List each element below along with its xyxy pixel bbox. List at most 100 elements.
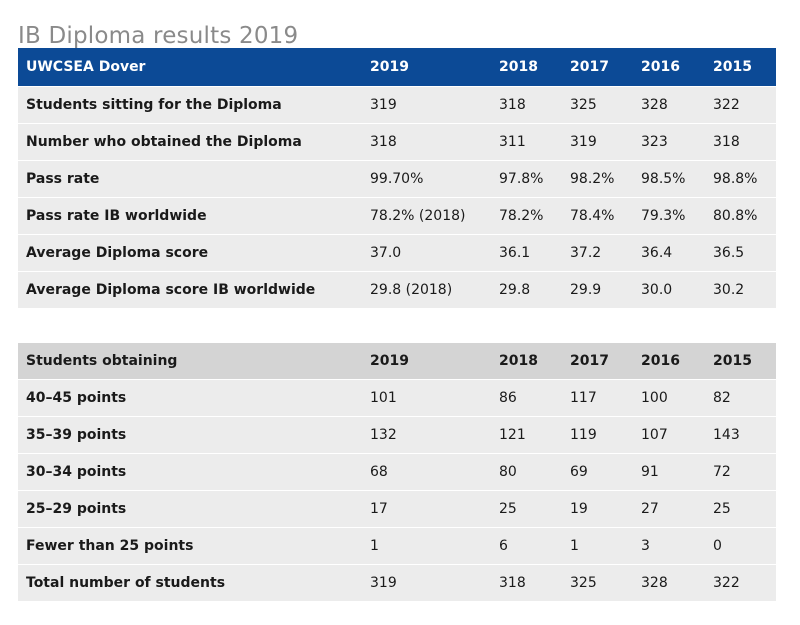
page-title: IB Diploma results 2019 bbox=[18, 23, 299, 50]
table-cell: 25 bbox=[491, 491, 562, 528]
table-cell: 322 bbox=[705, 87, 776, 124]
table-cell: 318 bbox=[705, 124, 776, 161]
table-row: Fewer than 25 points 1 6 1 3 0 bbox=[18, 528, 776, 565]
row-label: Students sitting for the Diploma bbox=[18, 87, 362, 124]
row-label: 25–29 points bbox=[18, 491, 362, 528]
table-cell: 30.0 bbox=[633, 272, 705, 309]
table-cell: 98.2% bbox=[562, 161, 633, 198]
row-label: 40–45 points bbox=[18, 380, 362, 417]
table-cell: 100 bbox=[633, 380, 705, 417]
table-cell: 86 bbox=[491, 380, 562, 417]
table-row: 40–45 points 101 86 117 100 82 bbox=[18, 380, 776, 417]
table-cell: 82 bbox=[705, 380, 776, 417]
table-cell: 80.8% bbox=[705, 198, 776, 235]
table-cell: 107 bbox=[633, 417, 705, 454]
row-label: 30–34 points bbox=[18, 454, 362, 491]
table-cell: 318 bbox=[491, 87, 562, 124]
header-cell: 2017 bbox=[562, 48, 633, 87]
table-cell: 311 bbox=[491, 124, 562, 161]
table-cell: 1 bbox=[362, 528, 491, 565]
table-cell: 17 bbox=[362, 491, 491, 528]
table-cell: 25 bbox=[705, 491, 776, 528]
table-cell: 117 bbox=[562, 380, 633, 417]
table-row: Pass rate 99.70% 97.8% 98.2% 98.5% 98.8% bbox=[18, 161, 776, 198]
row-label: 35–39 points bbox=[18, 417, 362, 454]
table-row: 30–34 points 68 80 69 91 72 bbox=[18, 454, 776, 491]
header-cell: 2017 bbox=[562, 343, 633, 380]
table-cell: 36.4 bbox=[633, 235, 705, 272]
table-row: 25–29 points 17 25 19 27 25 bbox=[18, 491, 776, 528]
table-cell: 29.9 bbox=[562, 272, 633, 309]
header-cell: 2019 bbox=[362, 343, 491, 380]
table-cell: 319 bbox=[362, 565, 491, 602]
table-cell: 98.8% bbox=[705, 161, 776, 198]
table-cell: 78.2% (2018) bbox=[362, 198, 491, 235]
row-label: Number who obtained the Diploma bbox=[18, 124, 362, 161]
table-header-row: Students obtaining 2019 2018 2017 2016 2… bbox=[18, 343, 776, 380]
table-cell: 318 bbox=[491, 565, 562, 602]
table-cell: 6 bbox=[491, 528, 562, 565]
table-row: Average Diploma score IB worldwide 29.8 … bbox=[18, 272, 776, 309]
table-cell: 80 bbox=[491, 454, 562, 491]
table-header-row: UWCSEA Dover 2019 2018 2017 2016 2015 bbox=[18, 48, 776, 87]
table-row: 35–39 points 132 121 119 107 143 bbox=[18, 417, 776, 454]
table-cell: 101 bbox=[362, 380, 491, 417]
table-cell: 318 bbox=[362, 124, 491, 161]
table-cell: 328 bbox=[633, 565, 705, 602]
table-row: Total number of students 319 318 325 328… bbox=[18, 565, 776, 602]
row-label: Pass rate bbox=[18, 161, 362, 198]
table-cell: 97.8% bbox=[491, 161, 562, 198]
results-summary-table: UWCSEA Dover 2019 2018 2017 2016 2015 St… bbox=[18, 48, 776, 309]
table-cell: 325 bbox=[562, 565, 633, 602]
table-cell: 119 bbox=[562, 417, 633, 454]
table-cell: 0 bbox=[705, 528, 776, 565]
row-label: Total number of students bbox=[18, 565, 362, 602]
table-cell: 323 bbox=[633, 124, 705, 161]
table-cell: 1 bbox=[562, 528, 633, 565]
table-cell: 19 bbox=[562, 491, 633, 528]
header-cell: UWCSEA Dover bbox=[18, 48, 362, 87]
header-cell: Students obtaining bbox=[18, 343, 362, 380]
header-cell: 2016 bbox=[633, 48, 705, 87]
header-cell: 2018 bbox=[491, 343, 562, 380]
row-label: Average Diploma score IB worldwide bbox=[18, 272, 362, 309]
table-cell: 322 bbox=[705, 565, 776, 602]
table-cell: 68 bbox=[362, 454, 491, 491]
table-cell: 132 bbox=[362, 417, 491, 454]
header-cell: 2015 bbox=[705, 343, 776, 380]
table-cell: 319 bbox=[562, 124, 633, 161]
table-cell: 30.2 bbox=[705, 272, 776, 309]
table-cell: 69 bbox=[562, 454, 633, 491]
table-cell: 91 bbox=[633, 454, 705, 491]
table-row: Students sitting for the Diploma 319 318… bbox=[18, 87, 776, 124]
table-row: Number who obtained the Diploma 318 311 … bbox=[18, 124, 776, 161]
table-cell: 36.1 bbox=[491, 235, 562, 272]
table-cell: 29.8 bbox=[491, 272, 562, 309]
row-label: Pass rate IB worldwide bbox=[18, 198, 362, 235]
table-cell: 3 bbox=[633, 528, 705, 565]
table-row: Average Diploma score 37.0 36.1 37.2 36.… bbox=[18, 235, 776, 272]
table-cell: 319 bbox=[362, 87, 491, 124]
table-row: Pass rate IB worldwide 78.2% (2018) 78.2… bbox=[18, 198, 776, 235]
table-cell: 325 bbox=[562, 87, 633, 124]
table-cell: 79.3% bbox=[633, 198, 705, 235]
points-distribution-table: Students obtaining 2019 2018 2017 2016 2… bbox=[18, 343, 776, 602]
table-cell: 36.5 bbox=[705, 235, 776, 272]
table-cell: 328 bbox=[633, 87, 705, 124]
table-cell: 98.5% bbox=[633, 161, 705, 198]
table-cell: 72 bbox=[705, 454, 776, 491]
table-cell: 37.0 bbox=[362, 235, 491, 272]
table-cell: 78.4% bbox=[562, 198, 633, 235]
table-cell: 143 bbox=[705, 417, 776, 454]
table-cell: 121 bbox=[491, 417, 562, 454]
table-cell: 37.2 bbox=[562, 235, 633, 272]
row-label: Average Diploma score bbox=[18, 235, 362, 272]
header-cell: 2015 bbox=[705, 48, 776, 87]
table-cell: 27 bbox=[633, 491, 705, 528]
row-label: Fewer than 25 points bbox=[18, 528, 362, 565]
table-cell: 29.8 (2018) bbox=[362, 272, 491, 309]
header-cell: 2016 bbox=[633, 343, 705, 380]
header-cell: 2018 bbox=[491, 48, 562, 87]
table-cell: 78.2% bbox=[491, 198, 562, 235]
header-cell: 2019 bbox=[362, 48, 491, 87]
